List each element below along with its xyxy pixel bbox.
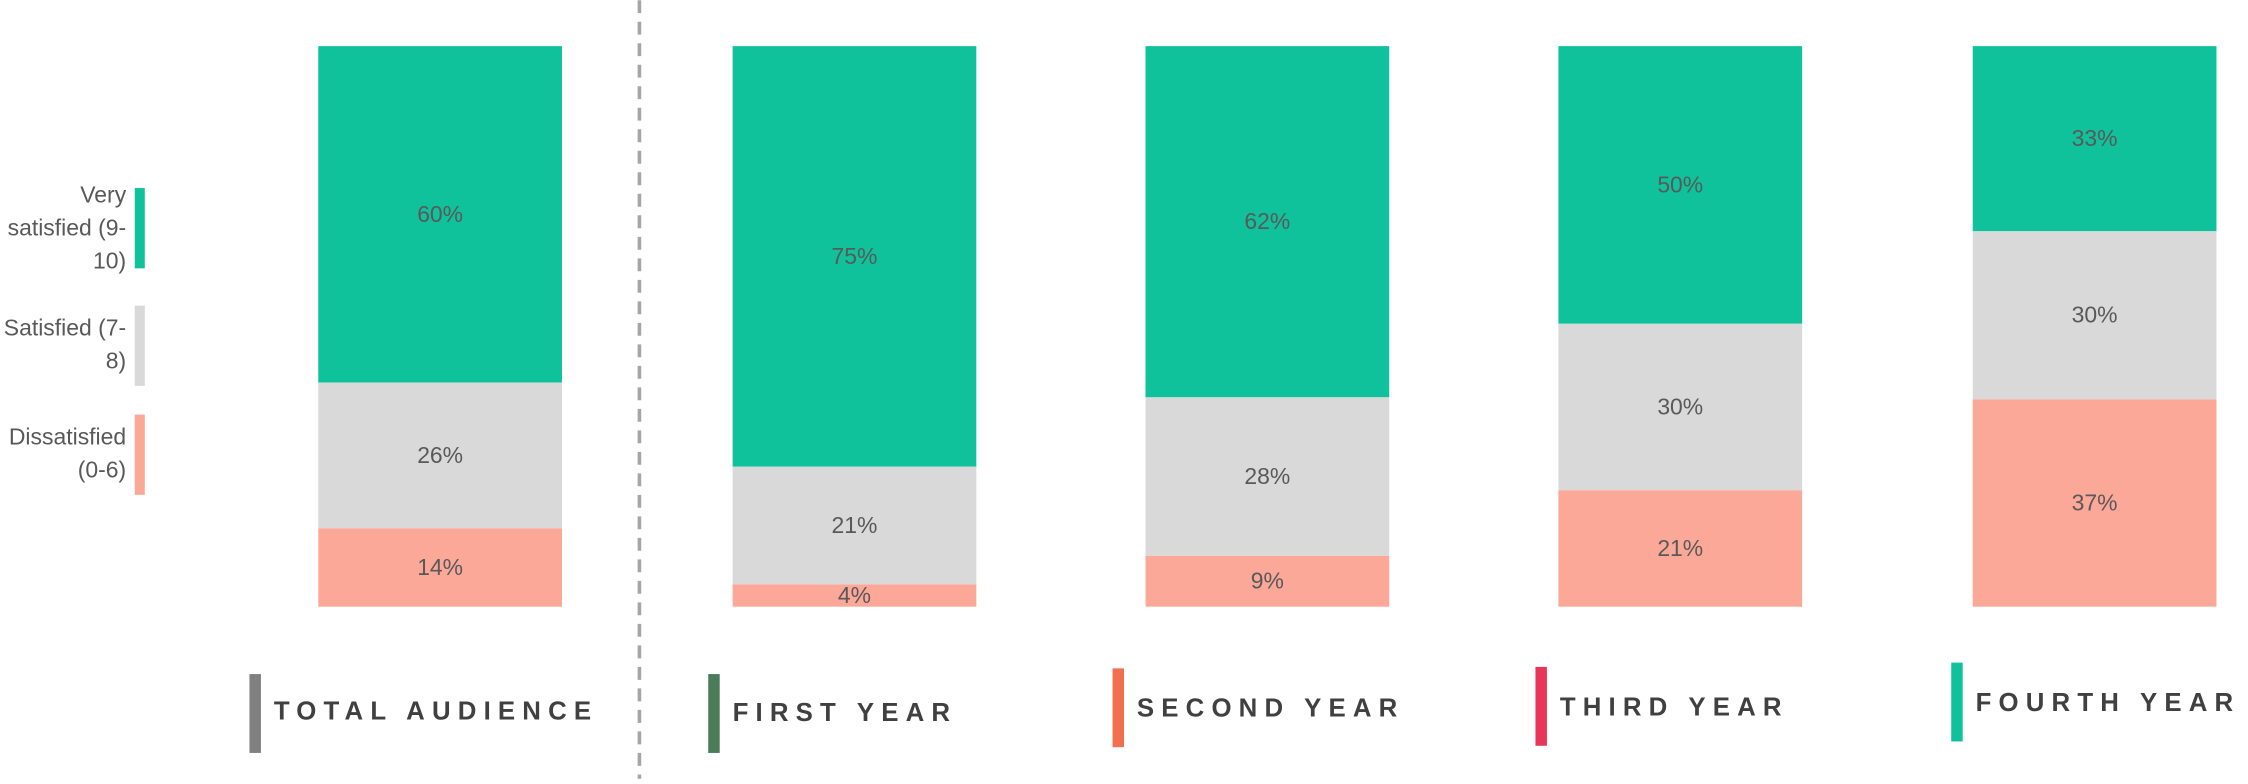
bar-segment xyxy=(1558,490,1803,607)
category-label: FOURTH YEAR xyxy=(1976,689,2241,717)
category-label: FIRST YEAR xyxy=(733,699,958,727)
bar-segment xyxy=(1558,46,1803,324)
bar-segment xyxy=(1558,323,1803,491)
category-marker xyxy=(1951,662,1963,742)
value-label: 30% xyxy=(2072,302,2118,328)
value-label: 26% xyxy=(417,442,463,468)
bar-segment xyxy=(732,46,977,467)
value-label: 9% xyxy=(1251,568,1284,594)
value-label: 14% xyxy=(417,554,463,580)
legend-swatch xyxy=(134,414,145,495)
category-marker xyxy=(249,674,261,753)
bar-segment xyxy=(732,466,977,585)
value-label: 21% xyxy=(832,512,878,538)
value-label: 4% xyxy=(838,582,871,608)
bar-segment xyxy=(1145,555,1390,607)
bar-segment xyxy=(1972,399,2217,607)
bar-segment xyxy=(1972,46,2217,232)
legend-swatch xyxy=(134,305,145,386)
value-label: 37% xyxy=(2072,489,2118,515)
value-label: 62% xyxy=(1244,208,1290,234)
bar-segment xyxy=(732,584,977,607)
category-marker xyxy=(708,674,720,753)
bar-segment xyxy=(1145,46,1390,398)
bar-segment xyxy=(318,528,562,607)
legend-box: Dissatisfied (0-6) xyxy=(8,426,127,484)
bar-segment xyxy=(1972,231,2217,400)
value-label: 28% xyxy=(1244,463,1290,489)
legend-label: Satisfied (7-8) xyxy=(3,317,127,375)
category-label: TOTAL AUDIENCE xyxy=(274,698,598,726)
category-label: SECOND YEAR xyxy=(1137,695,1405,723)
value-label: 33% xyxy=(2072,125,2118,151)
value-label: 75% xyxy=(832,243,878,269)
bar-segment xyxy=(318,382,562,529)
value-label: 60% xyxy=(417,201,463,227)
legend-swatch xyxy=(134,188,145,269)
legend-label: Dissatisfied (0-6) xyxy=(8,426,127,484)
value-label: 30% xyxy=(1657,393,1703,419)
legend-box: Satisfied (7-8) xyxy=(3,317,127,375)
bar-segment xyxy=(1145,397,1390,556)
category-marker xyxy=(1112,668,1124,748)
value-label: 50% xyxy=(1657,171,1703,197)
legend-box: Very satisfied (9-10) xyxy=(7,183,127,274)
category-marker xyxy=(1535,666,1547,746)
bar-segment xyxy=(318,46,562,383)
legend-label: Very satisfied (9-10) xyxy=(7,183,127,274)
value-label: 21% xyxy=(1657,535,1703,561)
category-label: THIRD YEAR xyxy=(1560,693,1789,721)
